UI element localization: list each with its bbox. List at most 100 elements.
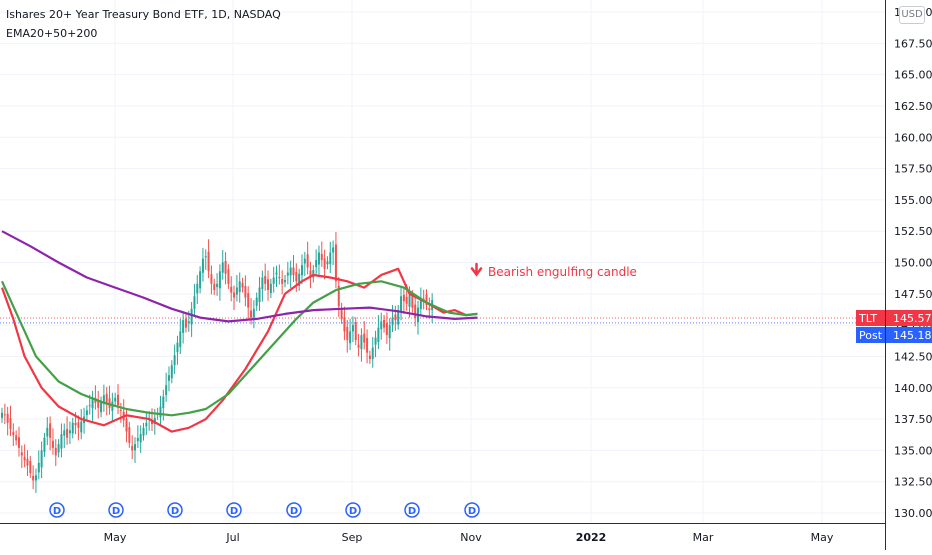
candle-body [213, 284, 215, 290]
candle-body [315, 260, 317, 267]
y-tick-label: 150.00 [894, 257, 932, 270]
candle-body [106, 394, 108, 403]
candle-body [32, 476, 34, 481]
candle-body [24, 457, 26, 461]
x-tick-label: Jul [225, 531, 239, 544]
indicator-label[interactable]: EMA20+50+200 [6, 27, 97, 40]
annotation: Bearish engulfing candle [472, 264, 637, 279]
candle-body [375, 338, 377, 345]
candle-body [89, 405, 91, 406]
candle-body [219, 271, 221, 288]
x-tick-label: May [811, 531, 834, 544]
candle-body [185, 319, 187, 328]
candle-body [52, 441, 54, 448]
candle-body [188, 321, 190, 323]
candle-body [140, 434, 142, 442]
grid-lines [0, 0, 885, 523]
ema-lines [2, 231, 477, 431]
candle-body [321, 254, 323, 260]
candle-body [15, 435, 17, 440]
candle-body [49, 423, 51, 438]
y-tick-label: 157.50 [894, 163, 932, 176]
candle-body [222, 263, 224, 273]
candle-body [86, 410, 88, 415]
candle-body [242, 283, 244, 288]
candle-body [43, 438, 45, 452]
candle-body [400, 296, 402, 311]
candle-body [394, 315, 396, 321]
candle-body [165, 385, 167, 395]
candle-body [236, 288, 238, 295]
price-tag-label: TLT [858, 312, 877, 325]
y-tick-label: 152.50 [894, 225, 932, 238]
candle-body [29, 461, 31, 473]
candle-body [162, 397, 164, 409]
candle-body [335, 244, 337, 281]
x-tick-label: May [104, 531, 127, 544]
candle-body [66, 429, 68, 438]
candle-body [360, 335, 362, 349]
candle-body [210, 274, 212, 284]
candle-body [143, 428, 145, 436]
y-tick-label: 155.00 [894, 194, 932, 207]
price-value-label: 145.18 [893, 329, 932, 342]
price-tag-label: Post [859, 329, 883, 342]
candle-body [35, 475, 37, 480]
candle-body [369, 356, 371, 359]
candle-body [80, 422, 82, 433]
candle-body [38, 463, 40, 473]
candle-body [332, 247, 334, 252]
y-tick-label: 142.50 [894, 350, 932, 363]
candle-body [324, 258, 326, 268]
dividend-marker-label: D [53, 506, 61, 517]
candle-body [349, 331, 351, 343]
y-tick-label: 147.50 [894, 288, 932, 301]
candle-body [372, 348, 374, 359]
candle-body [75, 423, 77, 426]
candle-body [273, 278, 275, 284]
dividend-marker-label: D [408, 506, 416, 517]
candle-body [261, 278, 263, 290]
candle-body [403, 295, 405, 302]
currency-button[interactable]: USD [899, 6, 925, 24]
y-tick-label: 160.00 [894, 131, 932, 144]
y-tick-label: 137.50 [894, 413, 932, 426]
candle-body [233, 293, 235, 298]
price-axis[interactable]: 130.00132.50135.00137.50140.00142.50145.… [886, 0, 932, 550]
candle-body [386, 323, 388, 335]
candle-body [239, 281, 241, 292]
y-tick-label: 140.00 [894, 382, 932, 395]
candle-body [77, 422, 79, 428]
candle-body [205, 256, 207, 257]
candle-body [355, 322, 357, 340]
candle-body [329, 252, 331, 264]
x-tick-label: Sep [342, 531, 363, 544]
candle-body [4, 414, 6, 415]
candle-body [270, 284, 272, 293]
candle-body [326, 261, 328, 264]
candle-body [287, 273, 289, 276]
candle-body [63, 430, 65, 435]
candle-body [60, 434, 62, 449]
candle-body [247, 293, 249, 308]
candle-body [21, 452, 23, 455]
candle-body [278, 277, 280, 278]
candle-body [196, 284, 198, 294]
y-tick-label: 162.50 [894, 100, 932, 113]
candle-body [131, 446, 133, 451]
dividend-marker-label: D [290, 506, 298, 517]
candle-body [46, 428, 48, 437]
candle-body [227, 269, 229, 284]
candle-body [250, 311, 252, 318]
candle-body [346, 327, 348, 340]
candle-body [256, 298, 258, 306]
dividend-marker-label: D [112, 506, 120, 517]
candle-body [259, 288, 261, 303]
candle-body [134, 444, 136, 450]
candle-body [159, 407, 161, 418]
candle-body [168, 375, 170, 381]
candle-body [55, 448, 57, 456]
